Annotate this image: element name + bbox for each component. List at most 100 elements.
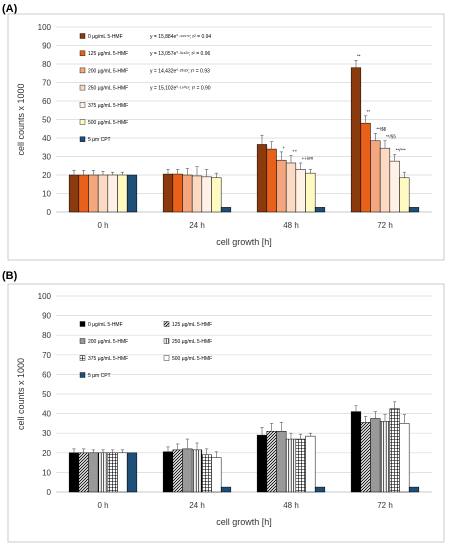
chart-frame <box>7 13 445 261</box>
y-tick-label: 70 <box>42 79 51 88</box>
y-tick-label: 100 <box>38 23 52 32</box>
legend-label: 500 µg/mL 5-HMF <box>88 120 128 126</box>
bar <box>117 452 128 493</box>
bar <box>68 452 80 493</box>
bar <box>399 177 410 213</box>
x-axis-title: cell growth [h] <box>216 517 272 527</box>
y-axis-title: cell counts x 1000 <box>16 358 26 430</box>
legend-swatch <box>79 50 86 56</box>
bar <box>117 174 128 213</box>
y-tick-label: 80 <box>42 331 51 340</box>
bar <box>360 422 371 493</box>
bar <box>256 144 268 213</box>
legend-swatch <box>163 355 170 361</box>
bar <box>201 176 212 213</box>
regression-equation: y = 15,102e°·¹⁹⁰¹ˣ; r² = 0.90 <box>150 86 211 92</box>
significance-label: ++ <box>292 149 298 154</box>
legend-label: 375 µg/mL 5-HMF <box>88 103 128 109</box>
bar <box>408 486 420 493</box>
bar <box>211 177 222 213</box>
legend-label: 250 µg/mL 5-HMF <box>88 86 128 92</box>
significance-label: **/*** <box>396 148 406 153</box>
legend-label: 0 µg/mL 5-HMF <box>88 322 123 328</box>
chart-frame <box>7 283 445 543</box>
bar <box>350 411 362 493</box>
bar <box>220 207 232 213</box>
y-tick-label: 90 <box>42 312 51 321</box>
y-tick-label: 80 <box>42 60 51 69</box>
x-tick-label: 72 h <box>377 501 393 510</box>
x-tick-label: 48 h <box>283 501 299 510</box>
legend-swatch <box>79 321 86 327</box>
legend-swatch <box>79 33 86 39</box>
bar <box>266 430 277 493</box>
panel-label: (A) <box>2 3 18 15</box>
bar <box>295 438 306 493</box>
regression-equation: y = 13,057e°·³¹⁴²ˣ; r² = 0.96 <box>150 51 210 57</box>
bar <box>172 173 183 213</box>
x-tick-label: 24 h <box>189 221 205 230</box>
bar <box>370 418 381 493</box>
regression-equation: y = 14,432e°·²³¹²ˣ; r² = 0.93 <box>150 68 210 74</box>
y-tick-label: 0 <box>47 208 52 217</box>
legend-swatch <box>79 136 86 142</box>
bar <box>379 147 391 213</box>
y-tick-label: 0 <box>47 488 52 497</box>
bar <box>305 172 316 213</box>
legend-swatch <box>79 355 86 361</box>
y-tick-label: 10 <box>42 468 51 477</box>
bar <box>162 451 174 493</box>
bar <box>78 452 89 493</box>
bar <box>78 174 89 213</box>
y-tick-label: 40 <box>42 410 51 419</box>
legend-swatch <box>79 102 86 108</box>
y-tick-label: 40 <box>42 134 51 143</box>
bar <box>360 122 371 213</box>
bar <box>314 207 326 213</box>
legend-label: 250 µg/mL 5-HMF <box>172 339 212 345</box>
panel-label: (B) <box>2 270 18 282</box>
bar <box>408 207 420 213</box>
bar <box>68 174 80 213</box>
bar <box>191 449 203 493</box>
significance-label: + <box>282 145 285 150</box>
bar <box>126 452 138 493</box>
y-axis-title: cell counts x 1000 <box>16 83 26 155</box>
x-tick-label: 72 h <box>377 221 393 230</box>
regression-equation: y = 15,884e°·⁴⁶⁶⁷ˣ; r² = 0.94 <box>150 34 211 40</box>
y-tick-label: 60 <box>42 370 51 379</box>
legend-swatch <box>79 84 86 91</box>
bar <box>182 174 193 213</box>
bar <box>295 169 306 213</box>
bar <box>266 148 277 213</box>
legend-label: 5 µm CPT <box>88 137 111 143</box>
bar <box>97 174 109 213</box>
bar <box>162 173 174 213</box>
bar <box>399 423 410 493</box>
bar <box>107 174 118 213</box>
bar <box>126 174 138 213</box>
y-tick-label: 10 <box>42 190 51 199</box>
legend-swatch <box>79 67 86 74</box>
bar <box>88 452 99 493</box>
legend-swatch <box>79 372 86 378</box>
bar <box>182 448 193 493</box>
bar <box>88 174 99 213</box>
bar <box>379 421 391 493</box>
legend-swatch <box>163 338 170 344</box>
bar <box>285 162 297 213</box>
legend-swatch <box>163 321 170 327</box>
bar <box>350 67 362 213</box>
y-tick-label: 90 <box>42 42 51 51</box>
bar <box>97 452 109 493</box>
y-tick-label: 50 <box>42 390 51 399</box>
bar <box>211 457 222 493</box>
bar <box>285 438 297 493</box>
legend-label: 375 µg/mL 5-HMF <box>88 356 128 362</box>
legend-label: 125 µg/mL 5-HMF <box>172 322 212 328</box>
y-tick-label: 50 <box>42 116 51 125</box>
legend-label: 200 µg/mL 5-HMF <box>88 339 128 345</box>
y-tick-label: 20 <box>42 449 51 458</box>
significance-label: ++/## <box>302 156 314 161</box>
